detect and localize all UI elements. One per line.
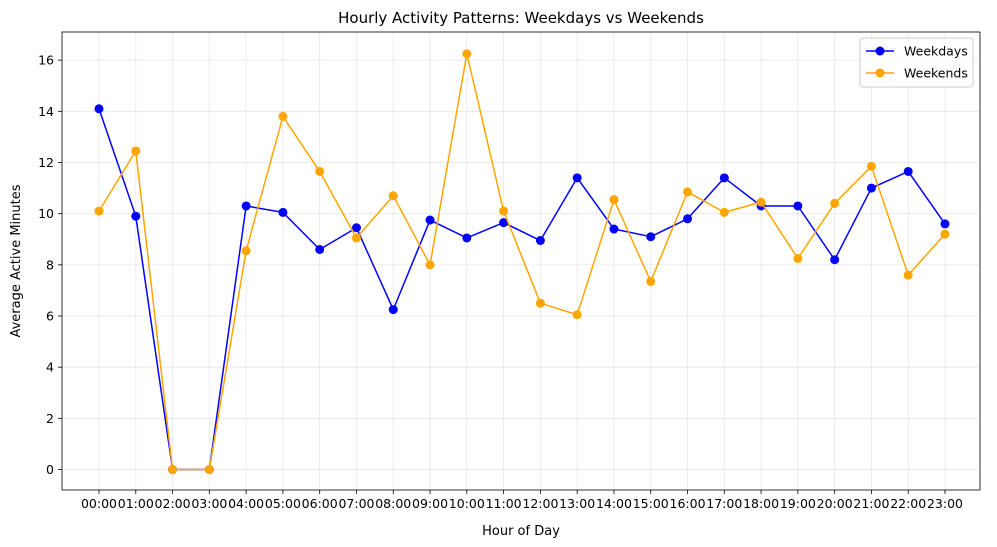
- x-tick-label: 22:00: [890, 496, 926, 511]
- data-point-weekends: [425, 260, 435, 270]
- data-point-weekends: [204, 465, 214, 475]
- data-point-weekdays: [535, 236, 545, 246]
- x-tick-label: 20:00: [817, 496, 853, 511]
- x-tick-label: 00:00: [81, 496, 117, 511]
- data-point-weekdays: [572, 173, 582, 183]
- data-point-weekends: [756, 197, 766, 207]
- x-tick-label: 01:00: [118, 496, 154, 511]
- data-point-weekends: [131, 146, 141, 156]
- data-point-weekdays: [866, 183, 876, 193]
- x-tick-label: 03:00: [191, 496, 227, 511]
- data-point-weekends: [719, 207, 729, 217]
- legend-label-weekdays: Weekdays: [904, 44, 968, 59]
- series-line-weekends: [98, 53, 946, 471]
- x-tick-label: 13:00: [559, 496, 595, 511]
- data-point-weekdays: [241, 201, 251, 211]
- y-tick-label: 6: [46, 309, 54, 324]
- axes-layer: 00:00 01:00 02:00 03:00 04:00 05:00 06:00 07:00…: [38, 31, 981, 511]
- x-tick-label: 07:00: [338, 496, 374, 511]
- data-point-weekdays: [131, 211, 141, 221]
- data-point-weekdays: [278, 207, 288, 217]
- data-point-weekends: [646, 276, 656, 286]
- x-tick-label: 06:00: [302, 496, 338, 511]
- legend-marker-weekends: [875, 68, 885, 78]
- y-tick-label: 8: [46, 257, 54, 272]
- legend: Weekdays Weekends: [859, 37, 974, 88]
- series-line-weekdays: [98, 108, 946, 471]
- y-tick-label: 0: [46, 462, 54, 477]
- legend-label-weekends: Weekends: [904, 66, 968, 81]
- data-point-weekdays: [830, 255, 840, 265]
- data-point-weekdays: [351, 223, 361, 233]
- data-point-weekends: [683, 187, 693, 197]
- data-point-weekends: [940, 229, 950, 239]
- data-point-weekends: [462, 49, 472, 59]
- data-point-weekends: [535, 298, 545, 308]
- data-point-weekdays: [315, 244, 325, 254]
- plot-frame: [61, 31, 981, 491]
- x-tick-label: 23:00: [927, 496, 963, 511]
- data-point-weekdays: [793, 201, 803, 211]
- x-tick-label: 21:00: [853, 496, 889, 511]
- data-point-weekdays: [719, 173, 729, 183]
- y-tick-label: 12: [38, 155, 54, 170]
- data-point-weekends: [499, 206, 509, 216]
- data-point-weekdays: [646, 232, 656, 242]
- data-point-weekdays: [609, 224, 619, 234]
- y-tick-label: 16: [38, 53, 54, 68]
- data-point-weekends: [866, 161, 876, 171]
- y-tick-label: 2: [46, 411, 54, 426]
- data-point-weekends: [168, 465, 178, 475]
- x-tick-label: 10:00: [449, 496, 485, 511]
- data-point-weekends: [315, 166, 325, 176]
- y-tick-label: 14: [38, 104, 54, 119]
- data-point-weekends: [351, 233, 361, 243]
- series-layer: [94, 49, 950, 475]
- x-tick-label: 08:00: [375, 496, 411, 511]
- data-point-weekdays: [499, 218, 509, 228]
- x-tick-label: 19:00: [780, 496, 816, 511]
- data-point-weekends: [793, 253, 803, 263]
- x-tick-label: 14:00: [596, 496, 632, 511]
- x-axis-label: Hour of Day: [482, 524, 560, 539]
- x-tick-label: 16:00: [670, 496, 706, 511]
- data-point-weekdays: [940, 219, 950, 229]
- y-tick-label: 10: [38, 206, 54, 221]
- x-tick-label: 04:00: [228, 496, 264, 511]
- data-point-weekdays: [94, 104, 104, 114]
- x-tick-label: 15:00: [633, 496, 669, 511]
- data-point-weekends: [241, 246, 251, 256]
- data-point-weekends: [609, 195, 619, 205]
- data-point-weekdays: [903, 166, 913, 176]
- legend-marker-weekdays: [875, 46, 885, 56]
- chart-title: Hourly Activity Patterns: Weekdays vs We…: [338, 9, 704, 27]
- y-tick-label: 4: [46, 360, 54, 375]
- data-point-weekdays: [683, 214, 693, 224]
- x-tick-label: 09:00: [412, 496, 448, 511]
- data-point-weekdays: [462, 233, 472, 243]
- x-tick-label: 18:00: [743, 496, 779, 511]
- data-point-weekends: [903, 270, 913, 280]
- data-point-weekends: [388, 191, 398, 201]
- data-point-weekdays: [388, 305, 398, 315]
- x-tick-label: 17:00: [706, 496, 742, 511]
- data-point-weekends: [572, 310, 582, 320]
- data-point-weekdays: [425, 215, 435, 225]
- x-tick-label: 02:00: [155, 496, 191, 511]
- data-point-weekends: [278, 111, 288, 121]
- x-tick-label: 11:00: [486, 496, 522, 511]
- x-tick-label: 12:00: [522, 496, 558, 511]
- x-tick-label: 05:00: [265, 496, 301, 511]
- y-axis-label: Average Active Minutes: [9, 184, 24, 337]
- data-point-weekends: [94, 206, 104, 216]
- data-point-weekends: [830, 198, 840, 208]
